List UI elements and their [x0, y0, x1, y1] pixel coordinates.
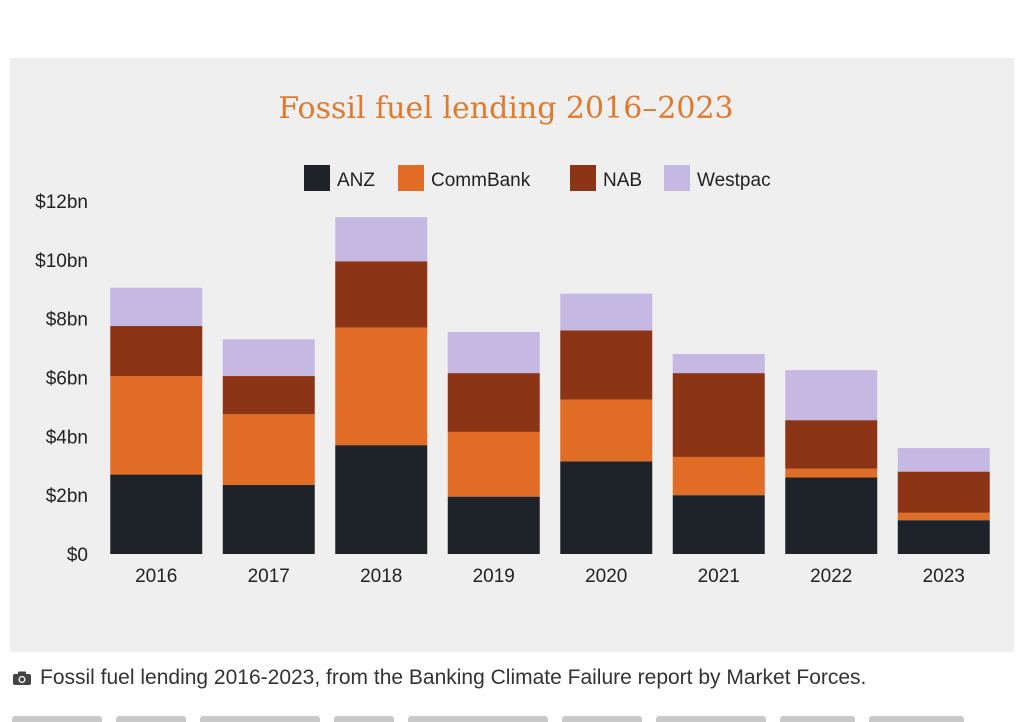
bar-segment-westpac: [335, 217, 428, 262]
bar-segment-nab: [560, 330, 653, 400]
y-tick-label: $10bn: [35, 251, 88, 272]
bar-segment-anz: [897, 520, 990, 554]
bar-segment-commbank: [560, 399, 653, 462]
legend-label: ANZ: [337, 170, 375, 191]
bar-stack-2020: [560, 293, 653, 554]
figure-caption: Fossil fuel lending 2016-2023, from the …: [12, 666, 866, 690]
stacked-bar-chart: Fossil fuel lending 2016–2023 ANZ CommBan…: [35, 91, 990, 587]
legend-swatch: [664, 165, 690, 191]
bar-stack-2017: [222, 339, 315, 554]
x-tick-label: 2017: [248, 566, 290, 587]
bar-segment-commbank: [222, 414, 315, 485]
legend-label: CommBank: [431, 170, 531, 191]
y-tick-label: $0: [67, 545, 88, 566]
bar-segment-commbank: [110, 376, 203, 475]
bar-segment-commbank: [447, 431, 540, 497]
bar-segment-anz: [222, 484, 315, 554]
legend-item-westpac: Westpac: [664, 165, 771, 191]
bar-stack-2016: [110, 287, 203, 554]
x-tick-label: 2023: [923, 566, 965, 587]
bar-segment-nab: [335, 261, 428, 328]
bar-segment-nab: [785, 420, 878, 469]
bar-segment-commbank: [785, 468, 878, 478]
bar-segment-anz: [335, 445, 428, 554]
bar-segment-westpac: [222, 339, 315, 377]
legend-label: Westpac: [697, 170, 771, 191]
bar-segment-westpac: [897, 448, 990, 472]
x-axis: 2016 2017 2018 2019 2020 2021 2022 2023: [135, 566, 965, 587]
bar-segment-commbank: [672, 456, 765, 496]
legend-swatch: [304, 165, 330, 191]
bar-segment-commbank: [335, 327, 428, 446]
x-tick-label: 2018: [360, 566, 402, 587]
x-tick-label: 2021: [698, 566, 740, 587]
bar-segment-nab: [897, 471, 990, 513]
bar-segment-anz: [110, 474, 203, 554]
x-tick-label: 2019: [473, 566, 515, 587]
bar-stack-2021: [672, 353, 765, 554]
legend: ANZ CommBank NAB Westpac: [304, 165, 771, 191]
y-tick-label: $8bn: [46, 310, 88, 331]
legend-swatch: [398, 165, 424, 191]
y-tick-label: $6bn: [46, 369, 88, 390]
chart-figure: Fossil fuel lending 2016–2023 ANZ CommBan…: [10, 58, 1014, 652]
legend-swatch: [570, 165, 596, 191]
bar-segment-anz: [785, 477, 878, 554]
bar-segment-anz: [447, 496, 540, 554]
x-tick-label: 2020: [585, 566, 627, 587]
caption-text: Fossil fuel lending 2016-2023, from the …: [40, 666, 867, 689]
bar-segment-westpac: [447, 331, 540, 374]
bar-stack-2022: [785, 370, 878, 554]
legend-item-nab: NAB: [570, 165, 642, 191]
bar-segment-nab: [447, 373, 540, 432]
cut-off-body-text: [12, 706, 1012, 722]
legend-item-commbank: CommBank: [398, 165, 531, 191]
y-tick-label: $4bn: [46, 427, 88, 448]
legend-item-anz: ANZ: [304, 165, 375, 191]
bar-segment-nab: [110, 326, 203, 377]
bar-segment-nab: [222, 376, 315, 415]
chart-title: Fossil fuel lending 2016–2023: [278, 91, 733, 126]
bar-stack-2019: [447, 331, 540, 554]
bar-segment-westpac: [110, 287, 203, 327]
legend-label: NAB: [603, 170, 642, 191]
bar-segment-westpac: [672, 353, 765, 374]
y-tick-label: $2bn: [46, 486, 88, 507]
bar-segment-nab: [672, 373, 765, 457]
x-tick-label: 2016: [135, 566, 177, 587]
bar-stack-2018: [335, 217, 428, 554]
camera-icon: [13, 671, 31, 685]
bar-segment-anz: [560, 461, 653, 554]
bar-segment-westpac: [560, 293, 653, 331]
y-axis: $0 $2bn $4bn $6bn $8bn $10bn $12bn: [35, 192, 88, 566]
bar-stack-2023: [897, 448, 990, 554]
y-tick-label: $12bn: [35, 192, 88, 213]
bar-segment-westpac: [785, 370, 878, 421]
bars: [110, 217, 990, 554]
x-tick-label: 2022: [810, 566, 852, 587]
bar-segment-commbank: [897, 512, 990, 521]
bar-segment-anz: [672, 495, 765, 554]
